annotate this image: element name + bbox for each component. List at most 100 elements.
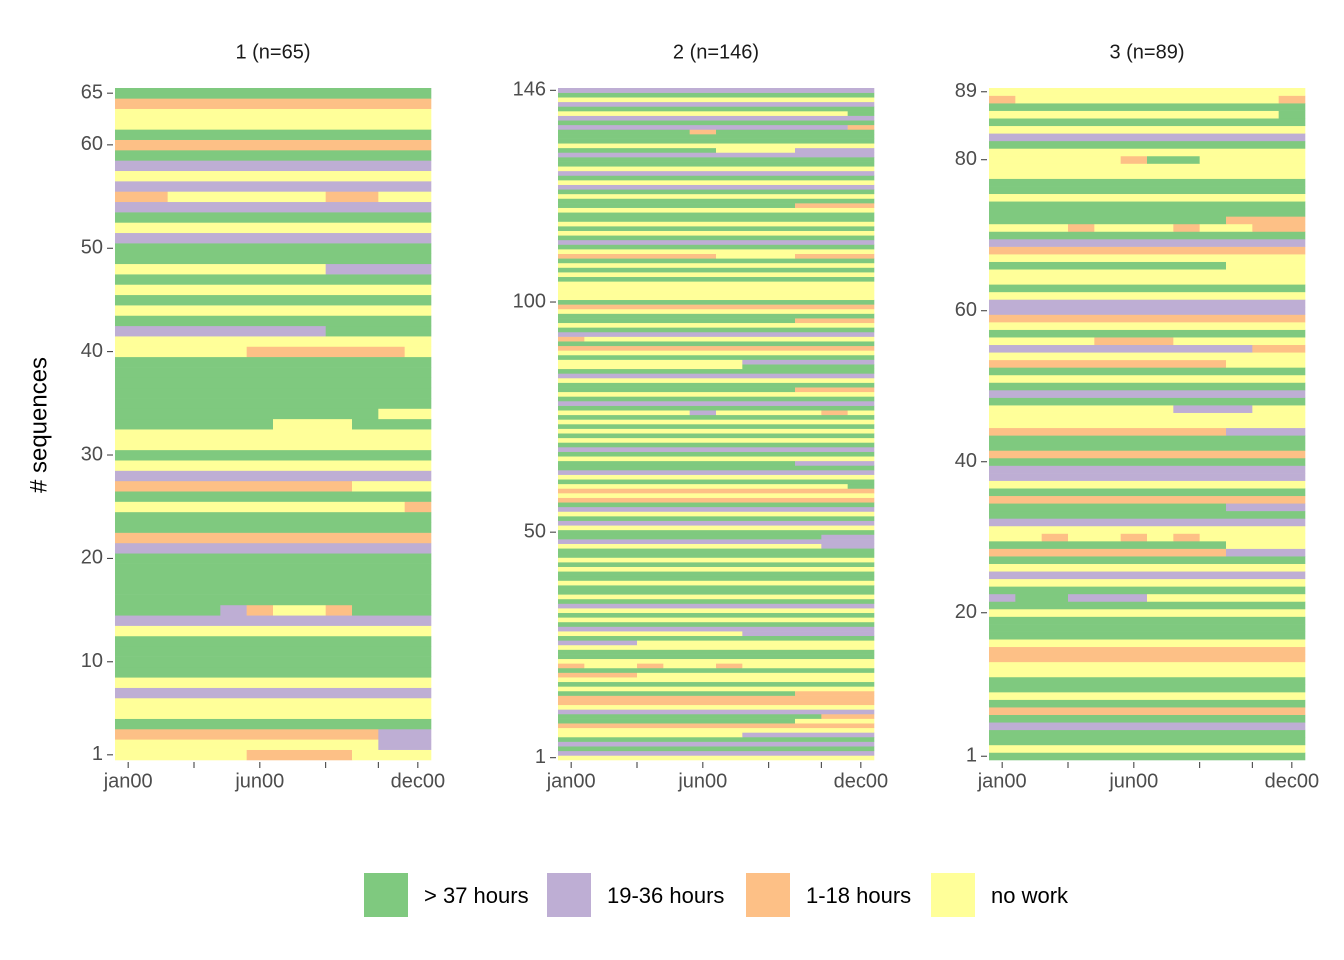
sequence-segment [115,305,432,316]
x-tick-label: dec00 [391,770,446,792]
sequence-segment [558,120,875,126]
sequence-segment [989,525,1306,534]
sequence-segment [558,364,743,370]
sequence-segment [115,387,432,399]
sequence-segment [352,480,432,492]
sequence-segment [115,656,432,668]
sequence-segment [989,684,1306,693]
sequence-segment [558,483,848,489]
sequence-segment [1226,427,1306,436]
sequence-segment [558,433,875,439]
sequence-segment [558,152,875,158]
sequence-segment [989,133,1306,142]
sequence-segment [558,299,875,305]
sequence-segment [558,207,875,213]
sequence-segment [989,155,1121,164]
sequence-segment [689,410,717,416]
sequence-segment [115,253,432,265]
y-tick-label: 40 [955,450,977,472]
sequence-segment [558,497,875,503]
sequence-segment [115,718,432,730]
sequence-segment [558,419,875,425]
sequence-segment [637,640,875,646]
sequence-segment [989,291,1306,300]
sequence-segment [558,258,875,264]
sequence-segment [115,449,432,461]
sequence-segment [558,552,875,558]
sequence-segment [989,450,1306,459]
x-tick-label: jun00 [234,770,284,792]
legend-swatch [931,873,975,917]
sequence-segment [989,457,1306,466]
sequence-segment [115,377,432,389]
legend-swatch [547,873,591,917]
sequence-segment [558,677,875,683]
sequence-segment [558,216,875,222]
sequence-segment [1173,337,1306,346]
sequence-segment [558,511,875,517]
sequence-segment [989,186,1306,195]
sequence-segment [558,377,875,383]
sequence-segment [115,139,432,151]
sequence-segment [989,692,1306,700]
sequence-segment [115,604,221,616]
sequence-segment [847,111,875,116]
legend-label: 19-36 hours [607,883,724,908]
sequence-segment [325,191,379,203]
sequence-segment [558,161,875,167]
sequence-segment [558,493,875,498]
sequence-segment [246,346,405,358]
sequence-segment [989,541,1227,549]
sequence-segment [989,337,1095,346]
sequence-segment [989,571,1306,580]
sequence-segment [115,222,432,234]
sequence-segment [1252,405,1306,413]
sequence-segment [795,718,875,724]
sequence-segment [115,294,432,306]
sequence-segment [989,178,1306,187]
sequence-segment [637,663,664,669]
sequence-segment [716,129,875,135]
sequence-segment [558,571,875,577]
sequence-segment [115,429,432,440]
sequence-segment [821,713,875,719]
sequence-segment [558,424,875,429]
sequence-segment [663,663,717,669]
sequence-segment [558,681,875,687]
sequence-segment [115,501,405,513]
sequence-segment [115,170,432,182]
sequence-segment [1147,155,1200,164]
sequence-segment [115,666,432,678]
sequence-segment [558,589,875,595]
sequence-segment [115,728,379,740]
sequence-segment [821,543,875,549]
sequence-segment [795,460,875,466]
sequence-segment [989,548,1227,557]
x-tick-label: dec00 [834,770,889,792]
sequence-segment [558,193,875,199]
sequence-segment [115,460,432,471]
sequence-segment [115,749,247,761]
sequence-segment [558,520,875,526]
sequence-segment [558,686,875,692]
sequence-segment [558,603,875,609]
sequence-segment [558,621,875,627]
sequence-segment [558,267,875,273]
sequence-segment [1173,533,1200,542]
sequence-segment [558,341,875,347]
sequence-segment [115,315,432,327]
sequence-segment [847,483,875,489]
sequence-segment [558,368,875,374]
sequence-segment [558,143,875,149]
sequence-segment [1120,155,1148,164]
sequence-segment [115,584,432,595]
sequence-segment [558,640,638,646]
sequence-segment [989,148,1306,157]
sequence-segment [115,553,432,564]
y-tick-label: 1 [966,745,977,767]
sequence-segment [115,418,274,430]
sequence-segment [558,543,822,549]
sequence-segment [558,189,875,195]
panel-title: 3 (n=89) [1109,41,1184,63]
sequence-segment [246,749,353,761]
